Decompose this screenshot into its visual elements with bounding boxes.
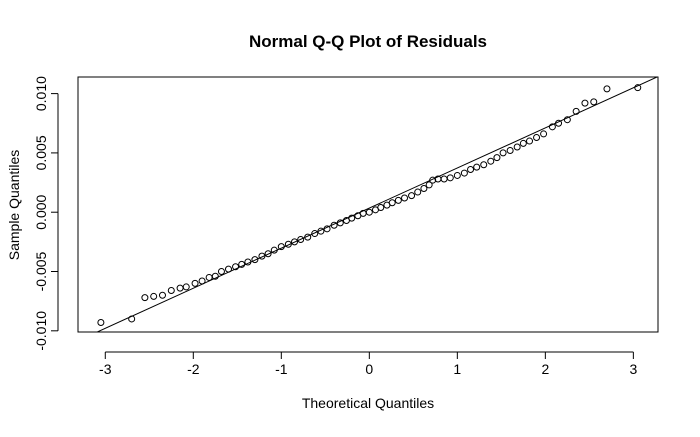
point [429,176,437,184]
point [97,319,105,327]
point [128,315,136,323]
point [499,149,507,157]
point [158,291,166,299]
point [205,273,213,281]
point [348,214,356,222]
point [304,233,312,241]
point [291,238,299,246]
point [401,194,409,202]
point [603,85,611,93]
point [572,107,580,115]
point [446,174,454,182]
point [548,123,556,131]
x-tick-label: -2 [187,361,200,377]
point [238,260,246,268]
y-tick-label: 0.010 [33,76,49,111]
point [394,196,402,204]
y-tick-label: 0.005 [33,135,49,170]
point [425,181,433,189]
point [513,143,521,151]
x-tick-label: -1 [275,361,288,377]
point [414,188,422,196]
reference-line [96,77,658,332]
plot-box [77,76,659,333]
point [225,265,233,273]
point [590,98,598,106]
point [487,157,495,165]
point [270,246,278,254]
chart-title: Normal Q-Q Plot of Residuals [249,32,487,51]
x-axis-label: Theoretical Quantiles [302,395,434,411]
point [277,243,285,251]
point [453,171,461,179]
y-axis-label: Sample Quantiles [6,150,22,261]
x-tick-label: 0 [365,361,373,377]
point [634,84,642,92]
point [264,250,272,258]
point [217,268,225,276]
point [408,192,416,200]
x-tick-label: -3 [99,361,112,377]
point [284,240,292,248]
point [258,252,266,260]
point [330,221,338,229]
point [211,272,219,280]
point [506,147,514,155]
point [317,227,325,235]
x-tick-label: 3 [629,361,637,377]
point [182,283,190,291]
point [473,163,481,171]
y-tick-label: 0.000 [33,194,49,229]
point [311,230,319,238]
point [167,286,175,294]
point [540,130,548,138]
y-tick-label: -0.005 [33,251,49,291]
point [176,284,184,292]
point [251,256,259,264]
point [533,133,541,141]
point [336,219,344,227]
point [581,99,589,107]
point [493,154,501,162]
point [150,292,158,300]
point [198,277,206,285]
point [460,169,468,177]
point [480,161,488,169]
point [232,263,240,271]
point [467,166,475,174]
point [420,184,428,192]
x-tick-label: 1 [453,361,461,377]
point [555,119,563,127]
point [563,116,571,124]
point [191,279,199,287]
point [440,175,448,183]
point [526,137,534,145]
point [323,225,331,233]
point [365,208,373,216]
y-tick-label: -0.010 [33,311,49,351]
point [388,199,396,207]
point [377,203,385,211]
point [141,294,149,302]
point [297,235,305,243]
point [244,258,252,266]
point [519,139,527,147]
x-tick-label: 2 [541,361,549,377]
